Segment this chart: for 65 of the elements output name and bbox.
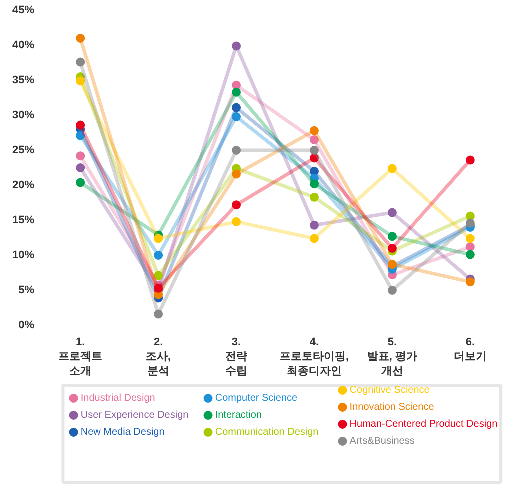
y-tick-label: 30% xyxy=(12,110,35,122)
y-tick-label: 20% xyxy=(12,180,35,192)
y-tick-label: 40% xyxy=(12,40,35,52)
point xyxy=(232,112,242,122)
legend-label: Innovation Science xyxy=(350,402,435,413)
x-tick-label: 1. 프로젝트 소개 xyxy=(58,336,103,378)
x-tick-label: 6. 더보기 xyxy=(454,336,487,363)
point xyxy=(232,170,242,179)
point xyxy=(76,120,86,130)
point xyxy=(76,178,86,188)
point xyxy=(76,152,86,161)
point xyxy=(76,76,86,86)
legend-label: User Experience Design xyxy=(80,410,189,421)
point xyxy=(310,220,319,230)
point xyxy=(388,164,397,174)
point xyxy=(232,146,242,155)
point xyxy=(466,278,475,287)
point xyxy=(388,286,397,295)
point xyxy=(154,310,164,319)
legend-label: Computer Science xyxy=(215,393,298,404)
point xyxy=(154,284,164,293)
y-tick-label: 45% xyxy=(12,4,35,16)
point xyxy=(232,42,242,51)
legend-label: Communication Design xyxy=(215,427,319,438)
y-tick-label: 15% xyxy=(12,214,35,226)
point xyxy=(466,234,475,244)
x-tick-label: 4. 프로토타이핑, 최종디자인 xyxy=(280,336,350,378)
x-tick-label: 3. 전략 수립 xyxy=(226,336,248,378)
point xyxy=(310,126,319,136)
point xyxy=(310,180,319,189)
point xyxy=(76,58,86,67)
legend-label: Interaction xyxy=(215,410,262,421)
y-tick-label: 35% xyxy=(12,74,35,86)
y-tick-label: 10% xyxy=(12,250,35,262)
point xyxy=(310,146,319,155)
point xyxy=(154,251,164,260)
x-tick-label: 5. 발표, 평가 개선 xyxy=(367,336,418,378)
point xyxy=(310,136,319,144)
point xyxy=(76,164,86,172)
x-tick-label: 2. 조사, 분석 xyxy=(146,336,172,378)
legend-label: Human-Centered Product Design xyxy=(350,419,498,430)
y-tick-label: 25% xyxy=(12,144,35,156)
point xyxy=(388,232,397,242)
y-tick-label: 0% xyxy=(18,320,35,332)
point xyxy=(388,244,397,253)
point xyxy=(466,242,475,252)
point xyxy=(310,154,319,163)
point xyxy=(232,88,242,97)
legend-label: Industrial Design xyxy=(80,393,156,404)
point xyxy=(466,250,475,260)
point xyxy=(76,131,86,140)
point xyxy=(388,208,397,218)
legend-label: Arts&Business xyxy=(350,436,415,447)
legend-label: Cognitive Science xyxy=(350,385,430,396)
point xyxy=(466,156,475,165)
point xyxy=(232,103,242,112)
point xyxy=(76,34,86,43)
y-tick-label: 5% xyxy=(18,284,35,296)
point xyxy=(232,217,242,226)
point xyxy=(154,234,164,244)
point xyxy=(310,192,319,202)
point xyxy=(310,234,319,244)
point xyxy=(154,271,164,280)
legend-label: New Media Design xyxy=(80,427,165,438)
point xyxy=(232,200,242,210)
